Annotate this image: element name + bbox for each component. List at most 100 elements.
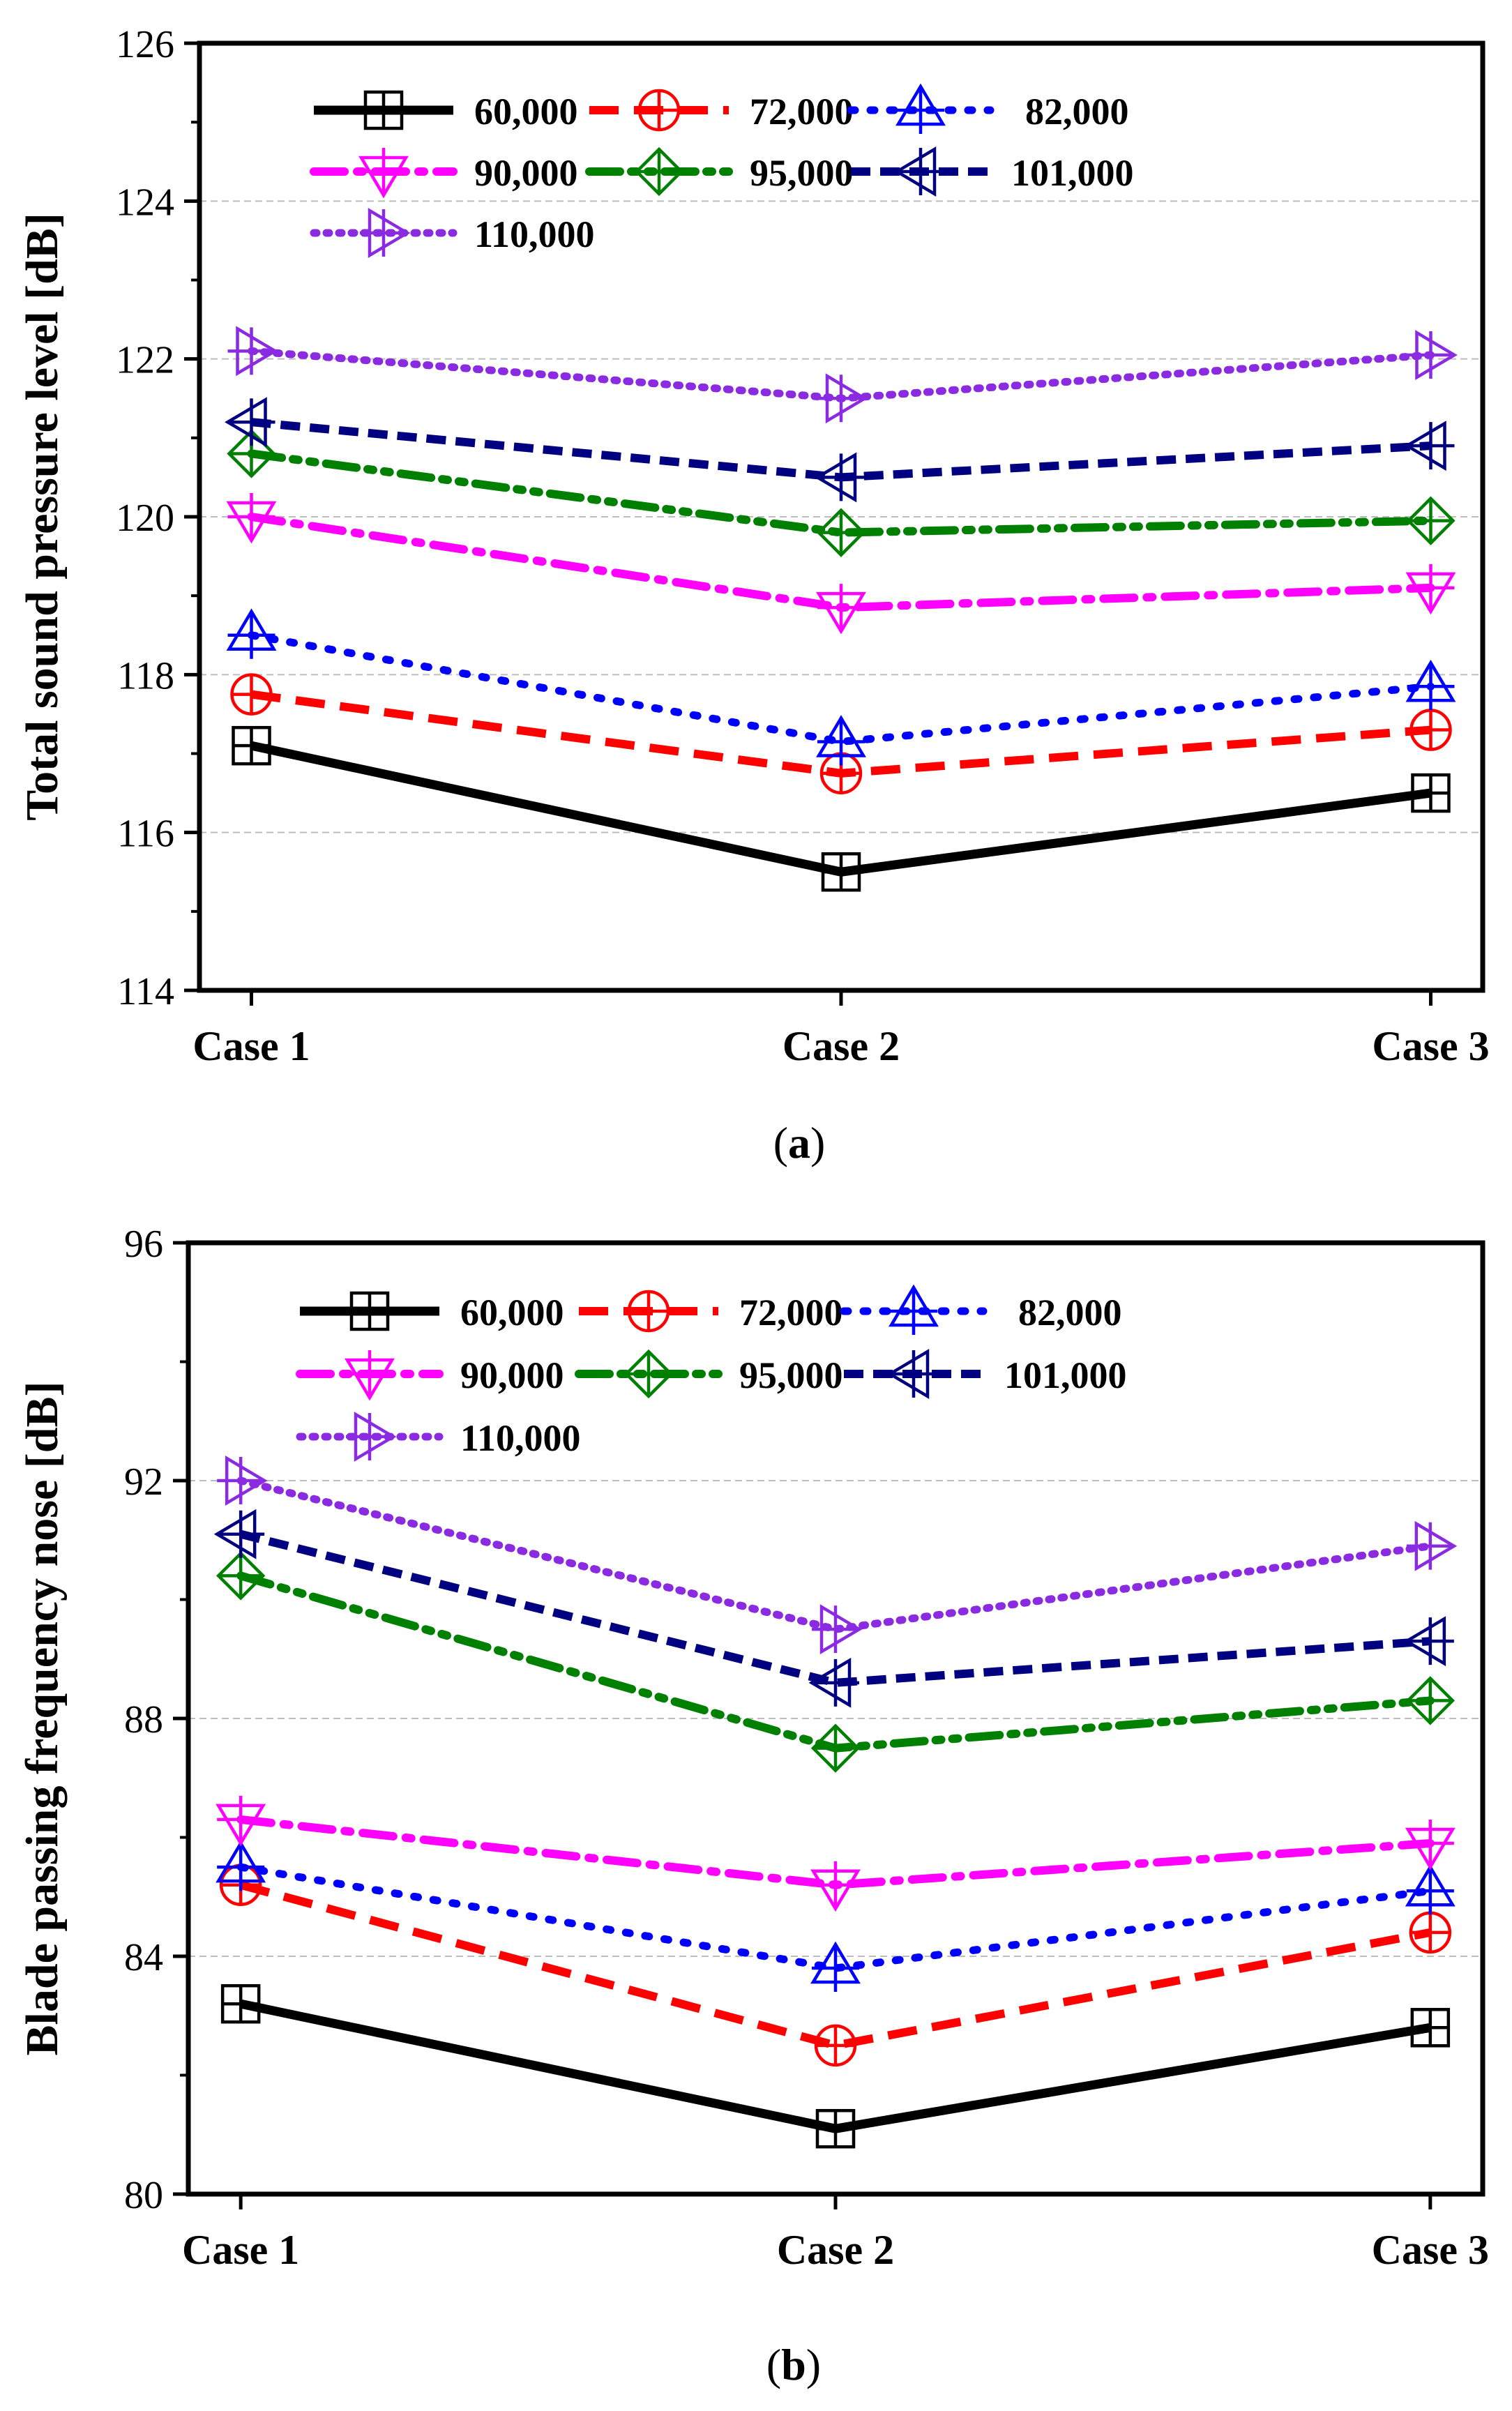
legend: 60,000 72,000 82,000 90,000 95,000 101,000 110…	[296, 1284, 1127, 1462]
legend-label: 72,000	[750, 91, 854, 133]
legend-marker-cross	[897, 86, 944, 134]
data-point-shape	[810, 1723, 861, 1773]
legend-marker-cross	[637, 149, 681, 194]
data-point-cross	[817, 584, 865, 632]
y-tick-label: 80	[124, 2174, 163, 2217]
data-point	[821, 852, 861, 892]
legend: 60,000 72,000 82,000 90,000 95,000 101,000 110…	[310, 83, 1134, 258]
legend-marker	[358, 148, 409, 199]
data-point	[815, 2108, 856, 2149]
data-point-cross	[227, 611, 275, 659]
legend-marker	[627, 1290, 670, 1333]
data-point-cross	[817, 2110, 854, 2147]
data-point-cross	[812, 1861, 859, 1909]
data-point-cross	[227, 327, 275, 375]
data-point-cross	[1411, 710, 1451, 750]
data-point-cross	[812, 1944, 859, 1993]
data-point	[814, 2024, 857, 2067]
data-point	[1405, 1676, 1456, 1725]
data-point	[1409, 709, 1452, 751]
data-point	[1403, 1616, 1454, 1667]
chart-panel-b: 80 84 88 92 96 Case 1 Case 2 Case 3 Blade passin…	[17, 1223, 1489, 2389]
series-line	[239, 1880, 1431, 2050]
data-point	[232, 725, 271, 766]
legend-label: 82,000	[1018, 1292, 1122, 1333]
data-point	[1404, 421, 1455, 471]
legend-marker-cross	[360, 209, 407, 257]
data-point-cross	[812, 1658, 859, 1707]
panel-caption: (b)	[766, 2340, 821, 2389]
legend-marker-cross	[640, 91, 679, 130]
data-point-shape	[1405, 1676, 1456, 1725]
data-point-cross	[823, 854, 859, 891]
legend-marker-cross	[890, 1287, 937, 1335]
y-tick-label: 84	[124, 1936, 163, 1979]
data-point	[817, 373, 868, 424]
panel-caption: (a)	[773, 1118, 826, 1167]
data-point	[816, 715, 866, 766]
caption-close: )	[806, 2340, 821, 2389]
x-tick-label: Case 1	[182, 2227, 299, 2273]
data-point-cross	[1406, 1867, 1454, 1915]
series-90,000	[226, 493, 1456, 635]
caption-open: (	[773, 1118, 788, 1167]
data-point-cross	[227, 493, 275, 541]
data-point-cross	[217, 1457, 265, 1504]
legend-label: 110,000	[460, 1417, 581, 1459]
data-point	[814, 452, 865, 503]
y-tick-label: 120	[116, 497, 174, 540]
series-90,000	[216, 1795, 1456, 1912]
caption-close: )	[810, 1118, 825, 1167]
legend-marker	[363, 90, 404, 130]
y-axis-label: Total sound pressure level [dB]	[17, 213, 68, 821]
chart-panel-a: 114 116 118 120 122 124 126 Case 1 Case 2 Case 3 T…	[17, 23, 1490, 1167]
data-point	[216, 1840, 266, 1891]
legend-marker	[886, 1349, 937, 1399]
data-point	[225, 397, 275, 448]
x-tick-label: Case 2	[777, 2227, 894, 2273]
data-point-cross	[1412, 2009, 1449, 2046]
caption-open: (	[766, 2340, 781, 2389]
legend-label: 72,000	[739, 1292, 843, 1333]
data-point-cross	[817, 718, 865, 766]
y-tick-label: 96	[124, 1223, 163, 1266]
y-tick-label: 118	[117, 654, 174, 697]
data-point-cross	[1407, 663, 1455, 711]
series-110,000	[217, 1456, 1458, 1655]
legend-marker-cross	[346, 1350, 393, 1398]
legend-marker	[889, 1284, 939, 1335]
data-point	[808, 1657, 859, 1708]
legend-label: 101,000	[1004, 1354, 1127, 1396]
y-tick-label: 122	[116, 339, 174, 382]
x-tick-label: Case 3	[1372, 1023, 1489, 1069]
data-point	[1407, 330, 1458, 380]
legend-marker-cross	[365, 92, 402, 128]
data-point	[816, 584, 866, 635]
data-point-cross	[813, 1725, 858, 1771]
y-tick-label: 126	[116, 23, 174, 66]
data-point-cross	[232, 674, 271, 714]
data-point	[216, 1551, 266, 1601]
legend-marker-cross	[346, 1413, 393, 1460]
legend-marker	[623, 1349, 674, 1399]
plot-frame	[197, 40, 1485, 993]
data-point	[1405, 564, 1456, 615]
data-point	[810, 1723, 861, 1773]
legend-label: 60,000	[460, 1292, 564, 1333]
series-101,000	[225, 397, 1455, 503]
plot-frame	[186, 1240, 1485, 2197]
data-point-cross	[233, 727, 270, 764]
data-point-cross	[217, 1843, 265, 1891]
series-95,000	[216, 1551, 1456, 1773]
data-point-cross	[1407, 1678, 1453, 1723]
series-72,000	[230, 673, 1452, 795]
x-tick-label: Case 1	[192, 1023, 310, 1069]
data-point	[226, 608, 277, 659]
data-point	[810, 1941, 861, 1993]
data-point	[230, 673, 273, 716]
data-point	[213, 1509, 265, 1559]
data-point	[810, 1861, 861, 1912]
data-point-cross	[1406, 1820, 1454, 1868]
legend-label: 60,000	[474, 91, 578, 133]
